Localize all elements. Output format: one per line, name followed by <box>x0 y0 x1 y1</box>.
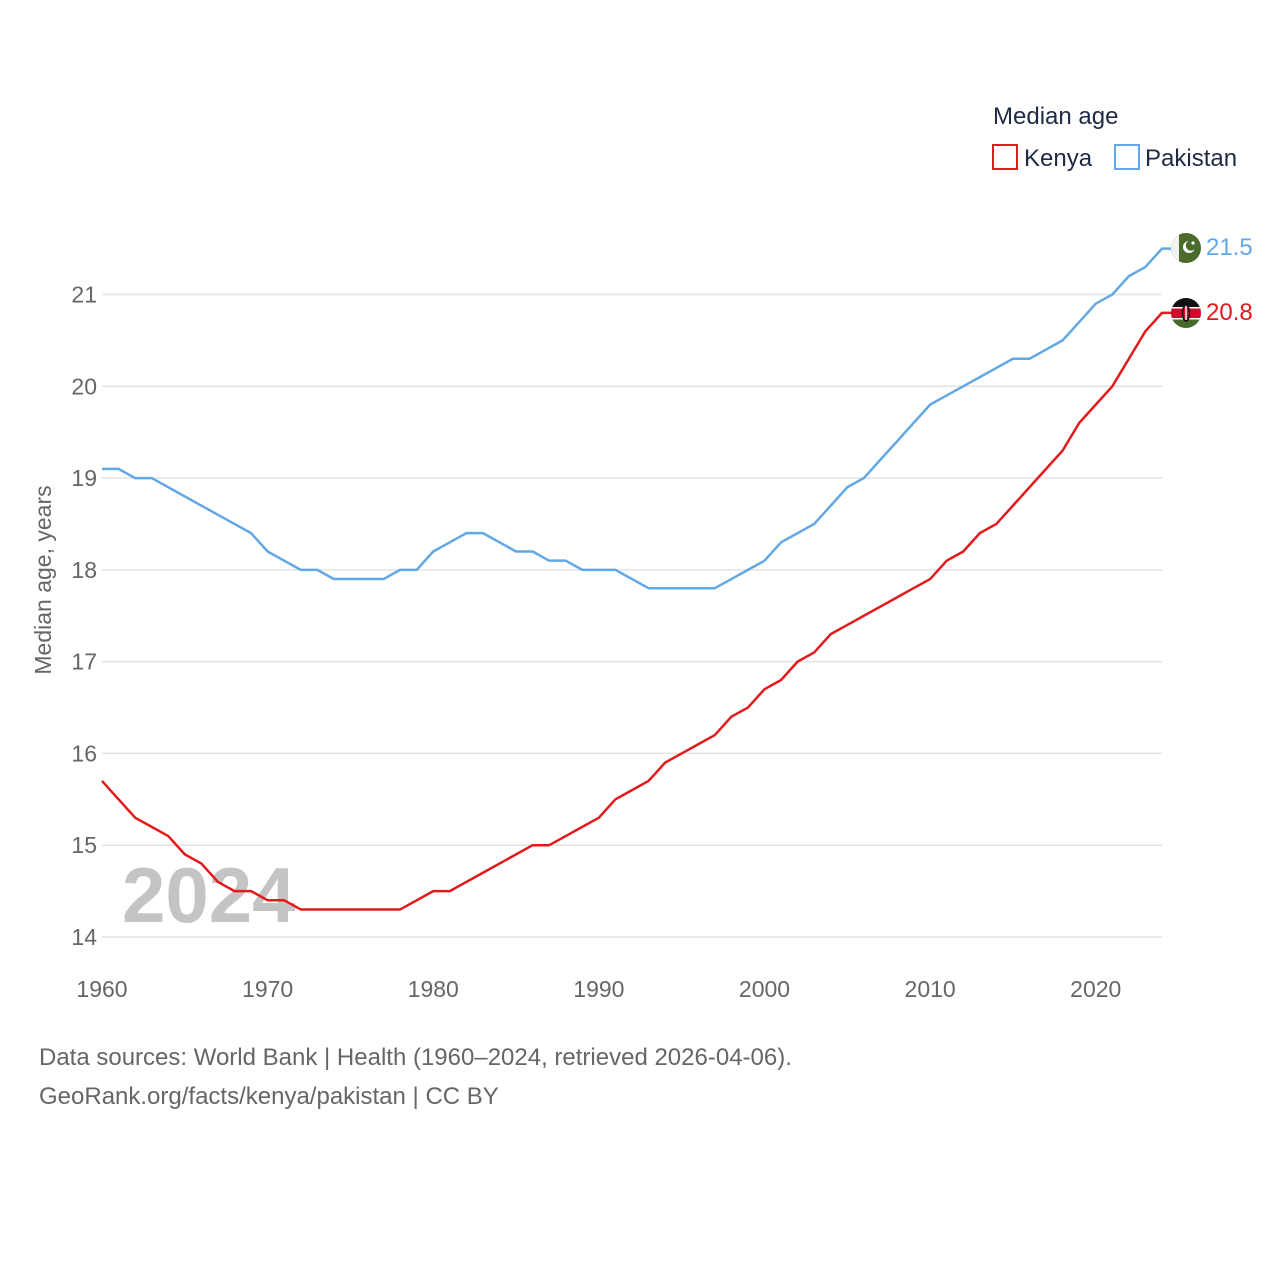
end-label-kenya: 20.8 <box>1206 299 1253 326</box>
x-tick-label: 1960 <box>76 976 127 1002</box>
x-axis-ticks: 1960 1970 1980 1990 2000 2010 2020 <box>76 976 1121 1002</box>
series-line-pakistan[interactable] <box>102 247 1172 590</box>
x-tick-label: 2020 <box>1070 976 1121 1002</box>
y-tick-label: 17 <box>71 649 97 675</box>
legend-swatch-kenya[interactable] <box>992 144 1018 170</box>
gridlines <box>102 293 1162 938</box>
y-tick-label: 18 <box>71 557 97 583</box>
kenya-flag-icon <box>1171 298 1201 328</box>
x-tick-label: 2000 <box>739 976 790 1002</box>
y-axis-ticks: 14 15 16 17 18 19 20 21 <box>71 282 97 951</box>
y-tick-label: 15 <box>71 832 97 858</box>
y-tick-label: 19 <box>71 465 97 491</box>
legend: Median age Kenya Pakistan <box>992 103 1237 172</box>
source-line-2: GeoRank.org/facts/kenya/pakistan | CC BY <box>39 1083 499 1110</box>
series-lines <box>101 247 1172 911</box>
y-tick-label: 20 <box>71 373 97 399</box>
y-axis-label: Median age, years <box>30 485 56 674</box>
source-line-1: Data sources: World Bank | Health (1960–… <box>39 1044 792 1071</box>
legend-swatch-pakistan[interactable] <box>1114 144 1140 170</box>
end-label-pakistan: 21.5 <box>1206 234 1253 261</box>
legend-title: Median age <box>993 103 1118 130</box>
series-line-kenya[interactable] <box>101 311 1172 911</box>
legend-label-kenya[interactable]: Kenya <box>1024 145 1093 172</box>
pakistan-flag-icon <box>1171 233 1201 263</box>
x-tick-label: 1980 <box>408 976 459 1002</box>
x-tick-label: 1970 <box>242 976 293 1002</box>
legend-label-pakistan[interactable]: Pakistan <box>1145 145 1237 172</box>
x-tick-label: 2010 <box>905 976 956 1002</box>
y-tick-label: 16 <box>71 740 97 766</box>
x-tick-label: 1990 <box>573 976 624 1002</box>
y-tick-label: 14 <box>71 924 97 950</box>
year-watermark: 2024 <box>122 851 296 939</box>
y-tick-label: 21 <box>71 282 97 308</box>
